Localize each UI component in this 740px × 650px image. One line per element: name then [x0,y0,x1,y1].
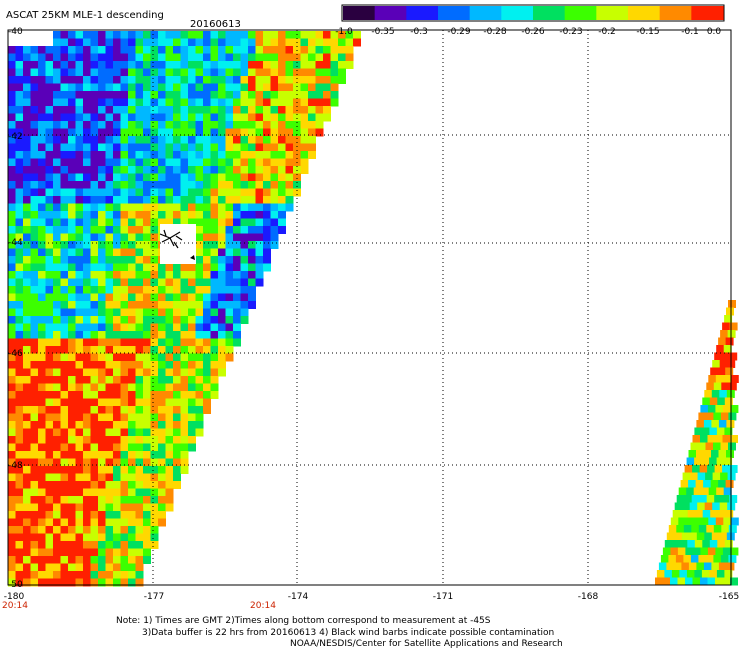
lon-label: -165 [718,592,740,602]
colorbar-tick: -0.2 [598,27,616,37]
lon-label: -180 [3,592,25,602]
lat-label: -42 [8,132,23,142]
lat-label: -46 [8,349,23,359]
footnote-credit: NOAA/NESDIS/Center for Satellite Applica… [290,639,563,649]
lat-label: -40 [8,27,23,37]
colorbar-segment [564,6,597,20]
colorbar-segment [438,6,471,20]
colorbar-segment [533,6,566,20]
lat-lon-gridlines [8,30,731,585]
colorbar-segment [406,6,439,20]
colorbar-tick: -0.15 [636,27,660,37]
footnote-line-1: Note: 1) Times are GMT 2)Times along bot… [116,616,491,626]
colorbar-tick: -0.1 [681,27,699,37]
lat-label: -48 [8,461,23,471]
colorbar-tick: -0.26 [521,27,545,37]
map-date: 20160613 [190,19,241,30]
lat-label: -50 [8,580,23,590]
colorbar-tick: -0.3 [410,27,428,37]
time-label: 20:14 [250,601,276,611]
colorbar-tick: -0.23 [559,27,583,37]
colorbar-tick: 0.0 [706,27,722,37]
colorbar [343,6,724,20]
lon-label: -177 [143,592,165,602]
colorbar-tick: -0.29 [447,27,471,37]
time-label: 20:14 [2,601,28,611]
colorbar-segment [691,6,724,20]
map-title: ASCAT 25KM MLE-1 descending [6,10,164,21]
colorbar-segment [469,6,502,20]
map-frame [7,29,732,586]
colorbar-frame [341,4,725,22]
lon-label: -174 [287,592,309,602]
colorbar-segment [628,6,661,20]
lon-label: -171 [432,592,454,602]
colorbar-segment [659,6,692,20]
ascat-swath-cells [8,31,739,587]
footnote-line-2: 3)Data buffer is 22 hrs from 20160613 4)… [142,628,555,638]
colorbar-tick: -0.35 [371,27,395,37]
colorbar-tick: -0.28 [483,27,507,37]
lat-label: -44 [8,238,23,248]
colorbar-tick: -1.0 [335,27,353,37]
colorbar-segment [501,6,534,20]
lon-label: -168 [577,592,599,602]
colorbar-segment [343,6,376,20]
wind-barb-icon [159,229,195,260]
colorbar-segment [596,6,629,20]
colorbar-segment [374,6,407,20]
